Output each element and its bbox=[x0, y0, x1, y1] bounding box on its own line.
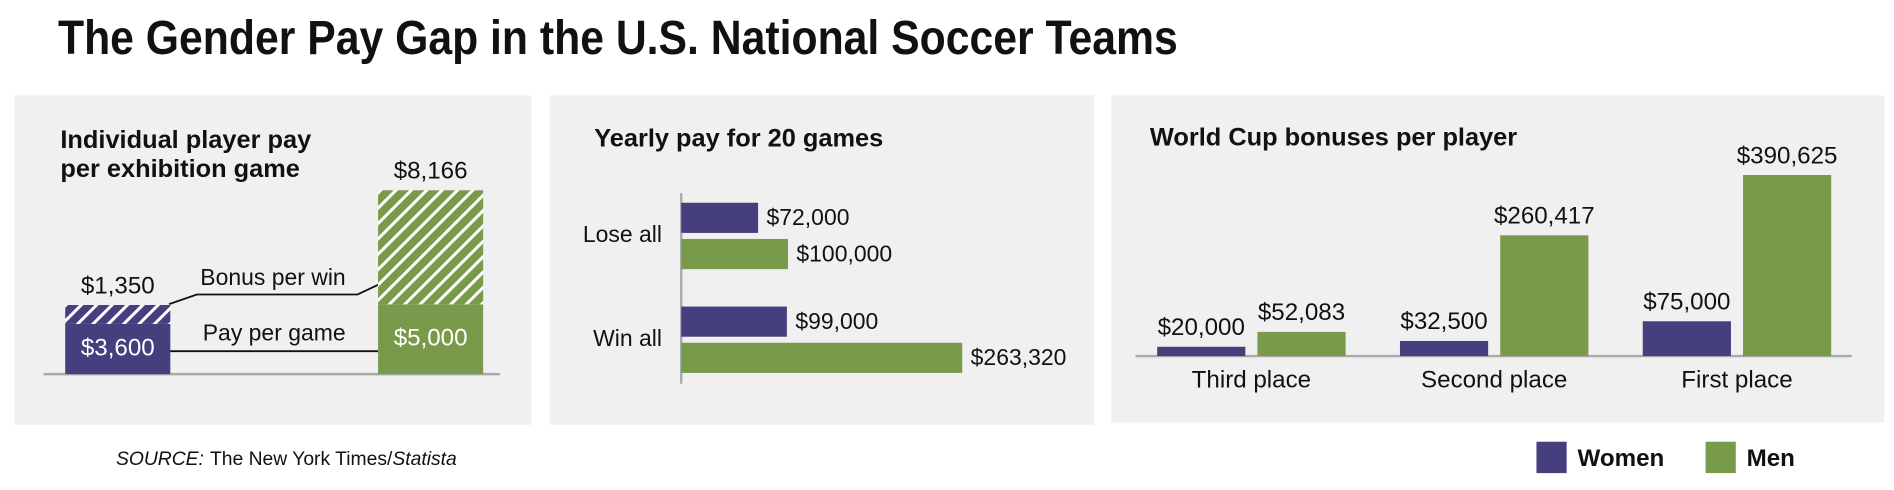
value-label: $8,166 bbox=[394, 158, 468, 185]
source-text: Statista bbox=[392, 449, 457, 470]
category-label: Lose all bbox=[583, 221, 662, 247]
bar bbox=[1257, 331, 1346, 357]
bar bbox=[1157, 346, 1246, 357]
panel-title: World Cup bonuses per player bbox=[1150, 124, 1517, 152]
bar bbox=[681, 342, 963, 373]
value-label: $1,350 bbox=[81, 272, 155, 299]
bar-segment bbox=[65, 305, 171, 324]
source: SOURCE: The New York Times/Statista bbox=[116, 449, 457, 470]
value-label: $263,320 bbox=[971, 344, 1067, 370]
bar bbox=[1500, 235, 1589, 357]
value-label: $5,000 bbox=[394, 325, 468, 352]
value-label: $72,000 bbox=[767, 204, 850, 230]
source-label: SOURCE: bbox=[116, 449, 204, 470]
value-label: $20,000 bbox=[1158, 314, 1245, 341]
bar bbox=[1399, 340, 1489, 357]
x-tick-label: First place bbox=[1681, 367, 1792, 394]
category-label: Win all bbox=[593, 325, 662, 351]
bar-segment bbox=[65, 323, 171, 375]
bar-segment bbox=[378, 190, 484, 305]
bar bbox=[681, 202, 759, 233]
source-text: The New York Times/ bbox=[210, 449, 393, 470]
leader-line bbox=[168, 284, 379, 305]
legend-label: Men bbox=[1747, 445, 1795, 472]
bar bbox=[681, 238, 788, 270]
legend: Women Men bbox=[1536, 441, 1795, 474]
annotation: Pay per game bbox=[203, 319, 346, 345]
value-label: $32,500 bbox=[1400, 308, 1487, 335]
value-label: $260,417 bbox=[1494, 203, 1595, 230]
legend-label: Women bbox=[1578, 445, 1665, 472]
bar bbox=[1743, 175, 1832, 357]
value-label: $99,000 bbox=[795, 308, 878, 334]
legend-swatch bbox=[1705, 441, 1736, 474]
value-label: $52,083 bbox=[1258, 299, 1345, 326]
annotation: Bonus per win bbox=[200, 264, 345, 290]
legend-swatch bbox=[1536, 441, 1567, 474]
x-tick-label: Third place bbox=[1192, 367, 1311, 394]
value-label: $390,625 bbox=[1737, 142, 1838, 169]
panel-title: Individual player pay bbox=[60, 126, 311, 154]
bar-segment bbox=[378, 304, 484, 375]
bar bbox=[681, 306, 787, 337]
page-title: The Gender Pay Gap in the U.S. National … bbox=[58, 11, 1178, 65]
panel-title: per exhibition game bbox=[60, 155, 300, 183]
bar bbox=[1642, 321, 1731, 357]
x-tick-label: Second place bbox=[1421, 367, 1567, 394]
value-label: $100,000 bbox=[796, 240, 892, 266]
value-label: $3,600 bbox=[81, 334, 155, 361]
panel-title: Yearly pay for 20 games bbox=[594, 125, 883, 153]
value-label: $75,000 bbox=[1643, 289, 1730, 316]
